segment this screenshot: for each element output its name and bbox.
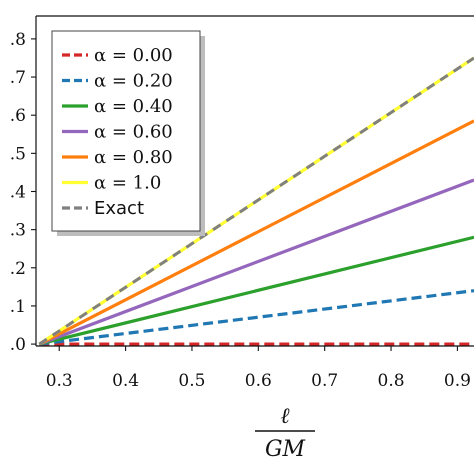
series-line-4 [38, 119, 474, 346]
y-axis-ticks: .0 .1 .2 .3 .4 .5 .6 .7 .8 [10, 30, 36, 355]
legend-entry-label: α = 0.40 [94, 96, 173, 117]
y-tick-label: .4 [10, 182, 26, 202]
y-tick-label: .2 [10, 259, 26, 279]
series-lines [38, 56, 474, 346]
x-axis-label: ℓ GM [255, 404, 315, 462]
x-tick-label: 0.5 [178, 371, 205, 391]
x-axis-label-numerator: ℓ [280, 404, 290, 429]
series-line-3 [38, 178, 474, 346]
series-line-6 [38, 56, 474, 346]
x-tick-label: 0.4 [112, 371, 139, 391]
series-line-1 [39, 289, 474, 346]
x-tick-label: 0.8 [378, 371, 405, 391]
y-tick-label: .6 [10, 106, 26, 126]
series-line-2 [38, 235, 474, 346]
legend-entry-label: α = 0.20 [94, 71, 173, 92]
y-tick-label: .5 [10, 144, 26, 164]
x-tick-label: 0.3 [46, 371, 73, 391]
legend-entry-label: α = 0.60 [94, 122, 173, 143]
legend-entry-label: α = 0.00 [94, 45, 173, 66]
x-tick-label: 0.6 [245, 371, 272, 391]
plot-area [38, 56, 474, 346]
x-axis-label-denominator: GM [265, 437, 306, 462]
y-tick-label: .3 [10, 221, 26, 241]
legend-entry-label: α = 0.80 [94, 147, 173, 168]
x-axis-ticks: 0.3 0.4 0.5 0.6 0.7 0.8 0.9 [46, 346, 471, 391]
x-tick-label: 0.7 [311, 371, 338, 391]
y-tick-label: .1 [10, 297, 26, 317]
legend: α = 0.00 α = 0.20 α = 0.40 α = 0.60 α = 0.80… [51, 30, 205, 236]
legend-entry-label: Exact [94, 198, 144, 219]
legend-entry-label: α = 1.0 [94, 173, 161, 194]
y-tick-label: .0 [10, 335, 26, 355]
axes [35, 15, 474, 347]
y-tick-label: .8 [10, 30, 26, 50]
y-tick-label: .7 [10, 68, 26, 88]
x-tick-label: 0.9 [444, 371, 471, 391]
